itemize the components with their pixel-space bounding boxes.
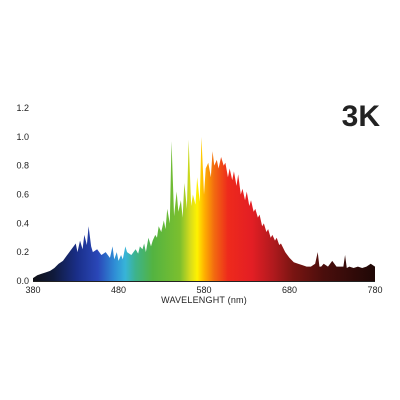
- x-tick-label: 480: [111, 285, 126, 295]
- x-axis-title: WAVELENGHT (nm): [161, 295, 247, 305]
- x-tick-label: 680: [282, 285, 297, 295]
- y-tick-label: 0.8: [16, 161, 29, 171]
- plot-area: [33, 136, 375, 281]
- y-tick-label: 0.2: [16, 247, 29, 257]
- x-tick-label: 380: [25, 285, 40, 295]
- x-axis-ticks: 380 480 580 680 780: [25, 285, 382, 295]
- spectrum-area: [33, 136, 375, 281]
- y-tick-label: 0.0: [16, 276, 29, 286]
- y-tick-label: 1.0: [16, 132, 29, 142]
- x-tick-label: 780: [367, 285, 382, 295]
- y-axis-ticks: 0.0 0.2 0.4 0.6 0.8 1.0 1.2: [16, 103, 29, 286]
- chart-title: 3K: [342, 100, 381, 133]
- y-tick-label: 0.4: [16, 218, 29, 228]
- y-tick-label: 1.2: [16, 103, 29, 113]
- x-tick-label: 580: [196, 285, 211, 295]
- y-tick-label: 0.6: [16, 190, 29, 200]
